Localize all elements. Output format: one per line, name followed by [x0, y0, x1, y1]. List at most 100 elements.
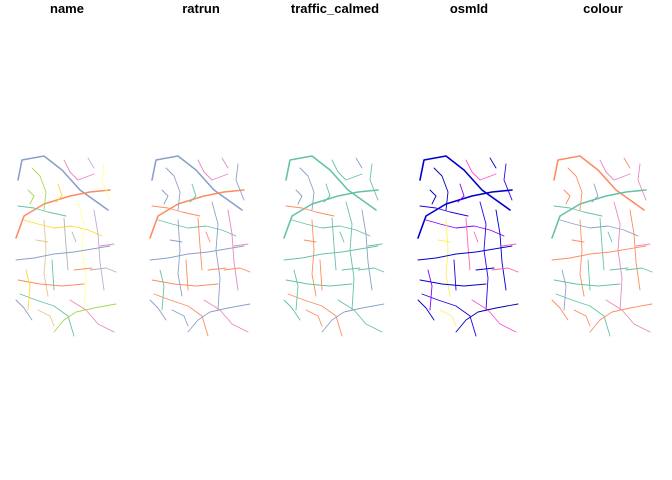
street-segment [555, 293, 611, 337]
street-segment [197, 217, 203, 271]
street-segment [205, 231, 211, 243]
street-segment [489, 157, 497, 169]
street-segment [77, 201, 87, 311]
street-segment [323, 183, 331, 203]
street-segment [51, 259, 55, 291]
street-segment [453, 259, 457, 291]
street-network-map [15, 155, 117, 337]
street-segment [495, 209, 507, 291]
street-segment [503, 163, 513, 201]
street-segment [31, 167, 47, 211]
street-segment [369, 163, 379, 201]
street-segment [551, 189, 647, 239]
street-segment [367, 243, 383, 247]
street-segment [553, 205, 603, 217]
street-segment [187, 303, 251, 333]
street-segment [203, 299, 249, 333]
street-segment [339, 231, 345, 243]
street-segment [221, 157, 229, 169]
street-segment [331, 159, 363, 181]
street-segment [439, 309, 457, 327]
street-segment [197, 159, 229, 181]
street-network-map [417, 155, 519, 337]
street-segment [283, 189, 379, 239]
street-segment [153, 293, 209, 337]
street-segment [427, 269, 433, 311]
street-segment [341, 267, 361, 271]
panel-title: ratrun [182, 1, 220, 16]
street-segment [15, 245, 111, 261]
street-segment [321, 303, 385, 333]
street-segment [419, 279, 487, 287]
street-segment [27, 189, 35, 205]
street-segment [37, 309, 55, 327]
street-segment [149, 245, 245, 261]
street-segment [471, 299, 517, 333]
street-segment [291, 219, 371, 237]
street-segment [635, 243, 651, 247]
street-segment [151, 205, 201, 217]
street-segment [93, 209, 105, 291]
street-segment [629, 209, 641, 291]
street-segment [311, 219, 317, 297]
street-segment [457, 183, 465, 203]
street-segment [417, 189, 513, 239]
street-segment [19, 293, 75, 337]
street-segment [63, 159, 95, 181]
street-segment [551, 245, 647, 261]
street-segment [473, 231, 479, 243]
street-segment [579, 219, 585, 297]
street-segment [283, 299, 301, 321]
panel-name: name [0, 0, 134, 480]
street-segment [425, 219, 505, 237]
street-segment [169, 239, 183, 243]
street-segment [589, 303, 653, 333]
street-segment [465, 159, 497, 181]
street-segment [43, 219, 49, 297]
street-segment [331, 217, 337, 271]
street-segment [591, 183, 599, 203]
street-segment [35, 239, 49, 243]
street-segment [607, 231, 613, 243]
street-segment [149, 189, 245, 239]
street-segment [421, 293, 477, 337]
street-segment [553, 279, 621, 287]
street-segment [69, 299, 115, 333]
street-segment [419, 205, 469, 217]
street-segment [99, 243, 115, 247]
street-segment [89, 267, 117, 273]
street-segment [171, 309, 189, 327]
street-segment [551, 299, 569, 321]
street-network-map [551, 155, 653, 337]
street-segment [563, 189, 571, 205]
street-segment [567, 167, 583, 211]
street-segment [149, 299, 167, 321]
street-segment [303, 239, 317, 243]
panel-ratrun: ratrun [134, 0, 268, 480]
street-segment [501, 243, 517, 247]
street-segment [571, 239, 585, 243]
street-segment [623, 157, 631, 169]
panel-title: osmId [449, 1, 489, 16]
street-segment [299, 167, 315, 211]
street-segment [55, 183, 63, 203]
panel-title: name [50, 1, 84, 16]
street-segment [25, 269, 31, 311]
street-segment [479, 201, 489, 311]
panel-colour: colour [536, 0, 670, 480]
street-segment [337, 299, 383, 333]
street-segment [53, 303, 117, 333]
street-segment [285, 205, 335, 217]
panel-osmid: osmId [402, 0, 536, 480]
street-segment [287, 293, 343, 337]
street-segment [465, 217, 471, 271]
street-segment [561, 269, 567, 311]
street-segment [161, 189, 169, 205]
street-segment [433, 167, 449, 211]
street-segment [285, 279, 353, 287]
panel-title: traffic_calmed [290, 1, 380, 16]
street-segment [223, 267, 251, 273]
street-segment [227, 209, 239, 291]
street-segment [305, 309, 323, 327]
street-segment [613, 201, 623, 311]
